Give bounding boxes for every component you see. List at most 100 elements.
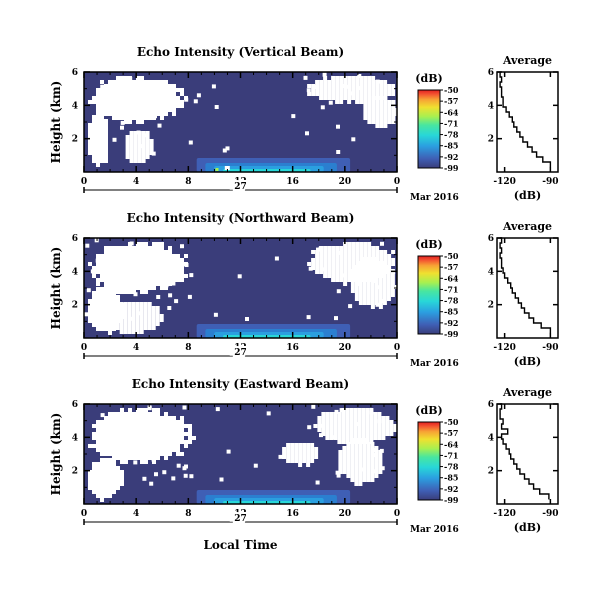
nodata-cell: [148, 266, 152, 270]
nodata-cell: [390, 285, 395, 289]
nodata-cell: [112, 466, 116, 470]
nodata-cell: [148, 254, 152, 258]
nodata-cell: [156, 242, 160, 246]
nodata-cell: [370, 442, 375, 446]
nodata-cell: [378, 261, 383, 265]
nodata-cell: [133, 460, 138, 465]
nodata-cell: [189, 474, 194, 479]
nodata-cell: [124, 246, 128, 250]
average-point: [548, 498, 550, 500]
nodata-cell: [366, 265, 371, 269]
nodata-cell: [136, 96, 140, 100]
nodata-cell: [144, 108, 148, 112]
nodata-cell: [120, 120, 125, 125]
nodata-cell: [96, 291, 100, 295]
nodata-cell: [88, 100, 92, 104]
nodata-cell: [129, 139, 134, 143]
average-y-tick-label: 4: [488, 101, 494, 111]
nodata-cell: [378, 454, 383, 458]
nodata-cell: [112, 412, 116, 416]
nodata-cell: [140, 76, 144, 80]
nodata-cell: [157, 123, 162, 128]
nodata-cell: [136, 242, 140, 246]
nodata-cell: [108, 490, 112, 494]
nodata-cell: [155, 322, 160, 326]
nodata-cell: [357, 432, 362, 436]
average-frame: [496, 237, 559, 339]
nodata-cell: [120, 96, 124, 100]
nodata-cell: [164, 104, 168, 108]
nodata-cell: [104, 246, 108, 250]
nodata-cell: [96, 254, 100, 258]
nodata-cell: [331, 250, 336, 254]
nodata-cell: [100, 478, 104, 482]
nodata-cell: [350, 474, 355, 478]
nodata-cell: [144, 270, 148, 274]
nodata-cell: [116, 116, 120, 120]
nodata-cell: [144, 452, 148, 456]
nodata-cell: [135, 306, 140, 310]
nodata-cell: [390, 273, 395, 277]
nodata-cell: [382, 281, 387, 285]
nodata-cell: [136, 416, 140, 420]
nodata-cell: [148, 88, 152, 92]
nodata-cell: [111, 318, 116, 322]
nodata-cell: [120, 436, 124, 440]
nodata-cell: [334, 409, 339, 414]
nodata-cell: [108, 88, 112, 92]
nodata-cell: [362, 257, 367, 261]
nodata-cell: [337, 436, 342, 440]
nodata-cell: [226, 449, 231, 454]
nodata-cell: [104, 482, 108, 486]
nodata-cell: [358, 467, 363, 472]
nodata-cell: [341, 432, 346, 436]
nodata-cell: [311, 92, 316, 96]
nodata-cell: [100, 295, 104, 299]
nodata-cell: [355, 242, 360, 246]
nodata-cell: [184, 274, 188, 278]
nodata-cell: [104, 104, 108, 108]
nodata-cell: [144, 436, 148, 440]
nodata-cell: [351, 262, 356, 266]
nodata-cell: [100, 258, 104, 262]
nodata-cell: [319, 266, 324, 270]
nodata-cell: [104, 119, 108, 123]
nodata-cell: [164, 100, 168, 104]
nodata-cell: [156, 270, 160, 274]
nodata-cell: [116, 282, 120, 286]
average-point: [508, 453, 510, 455]
nodata-cell: [321, 412, 326, 416]
nodata-cell: [180, 428, 184, 432]
nodata-cell: [128, 278, 132, 282]
nodata-cell: [350, 450, 355, 454]
nodata-cell: [315, 88, 320, 92]
nodata-cell: [351, 250, 356, 254]
nodata-cell: [96, 151, 100, 155]
nodata-cell: [128, 452, 132, 456]
nodata-cell: [341, 436, 346, 440]
x-tick-label: 16: [286, 509, 299, 519]
nodata-cell: [164, 436, 168, 440]
nodata-cell: [369, 424, 374, 428]
nodata-cell: [120, 432, 124, 437]
nodata-cell: [148, 452, 152, 456]
nodata-cell: [164, 452, 168, 456]
nodata-cell: [156, 436, 160, 440]
nodata-cell: [120, 290, 124, 294]
nodata-cell: [315, 262, 320, 266]
nodata-cell: [343, 92, 348, 96]
date-label: 27: [234, 348, 247, 358]
nodata-cell: [125, 147, 130, 151]
nodata-cell: [120, 452, 124, 456]
nodata-cell: [144, 432, 148, 436]
nodata-cell: [362, 297, 367, 301]
nodata-cell: [141, 131, 146, 135]
nodata-cell: [318, 423, 323, 428]
nodata-cell: [366, 442, 371, 446]
nodata-cell: [323, 92, 328, 96]
nodata-cell: [366, 454, 371, 458]
nodata-cell: [358, 293, 363, 297]
nodata-cell: [172, 440, 176, 444]
nodata-cell: [378, 277, 383, 281]
nodata-cell: [371, 88, 376, 92]
